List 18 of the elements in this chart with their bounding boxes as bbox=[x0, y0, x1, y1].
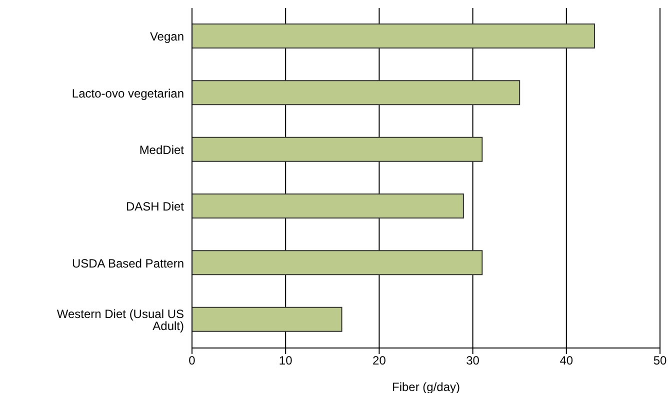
x-tick-label: 0 bbox=[188, 354, 196, 368]
x-tick-label: 40 bbox=[560, 354, 574, 368]
x-tick-label: 50 bbox=[653, 354, 667, 368]
y-tick-label: Western Diet (Usual US Adult) bbox=[56, 306, 184, 333]
bar bbox=[192, 194, 464, 218]
y-tick-label: USDA Based Pattern bbox=[72, 256, 184, 270]
y-tick-label: DASH Diet bbox=[126, 200, 185, 214]
bar bbox=[192, 136, 483, 162]
x-tick-label: 10 bbox=[278, 354, 293, 368]
x-tick-label: 20 bbox=[372, 354, 386, 368]
y-tick-label: MedDiet bbox=[139, 142, 185, 157]
x-tick-label: 30 bbox=[466, 354, 480, 368]
bar bbox=[192, 80, 520, 106]
y-tick-label: Lacto-ovo vegetarian bbox=[72, 86, 184, 100]
bar bbox=[192, 250, 483, 276]
y-tick-label: Vegan bbox=[150, 30, 184, 44]
bar bbox=[192, 24, 595, 48]
bar bbox=[192, 306, 342, 332]
